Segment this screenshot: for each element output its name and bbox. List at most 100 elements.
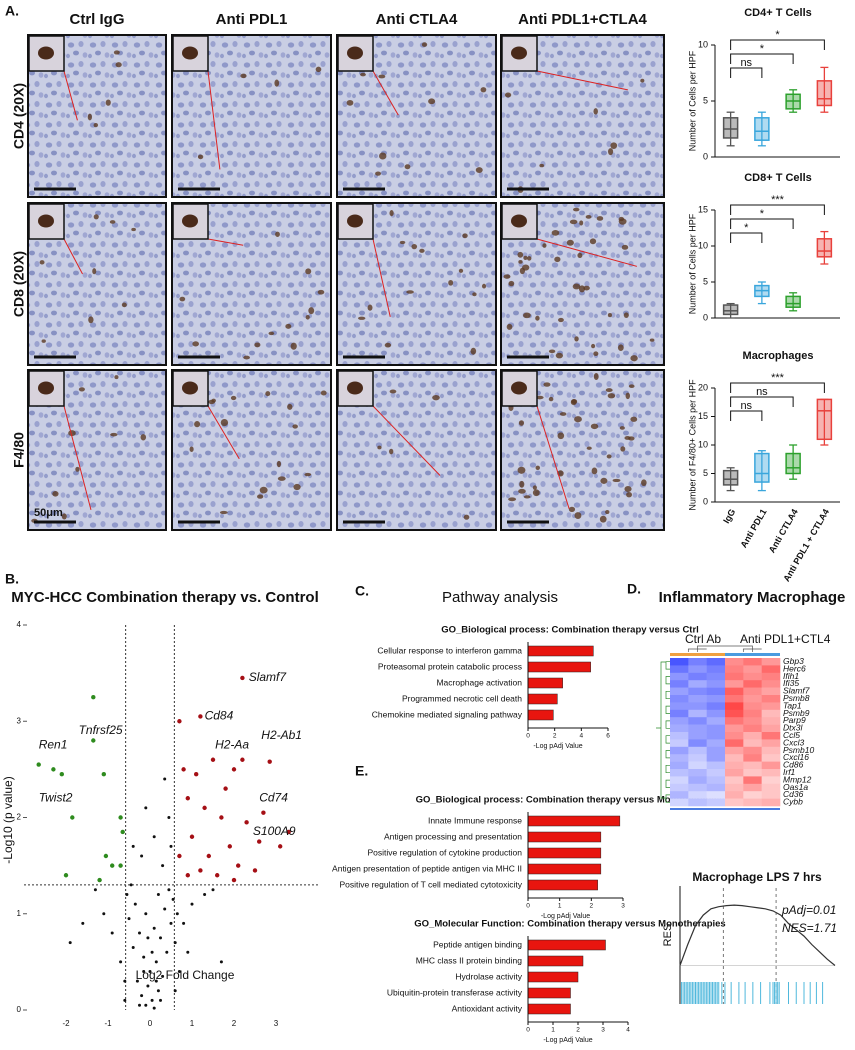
stained-cell xyxy=(624,486,632,492)
gene-label: S100A9 xyxy=(253,824,296,838)
stained-cell xyxy=(590,423,599,430)
point xyxy=(118,863,123,868)
point xyxy=(219,815,224,820)
bar xyxy=(527,645,594,657)
box xyxy=(754,117,770,141)
point xyxy=(185,873,190,878)
box xyxy=(816,80,833,107)
micrograph-border xyxy=(336,202,497,366)
stained-cell xyxy=(41,339,46,343)
heatmap-cell xyxy=(688,746,707,755)
point xyxy=(211,888,215,892)
stained-cell xyxy=(375,171,382,176)
category-label: Cellular response to interferon gamma xyxy=(377,645,522,655)
heatmap-cell xyxy=(725,783,744,792)
x-tick-label: 0 xyxy=(148,1019,153,1028)
stained-cell xyxy=(591,467,598,475)
column-header: Anti PDL1 xyxy=(216,11,288,28)
heatmap-cell xyxy=(743,783,762,792)
y-tick-label: 5 xyxy=(703,276,708,286)
heatmap-cell xyxy=(761,761,781,770)
y-axis-label: RES xyxy=(662,924,674,947)
stained-cell xyxy=(605,388,613,393)
stained-cell xyxy=(626,492,632,498)
heatmap-cell xyxy=(761,769,781,777)
stained-cell xyxy=(389,389,397,394)
heatmap-cell xyxy=(743,717,762,725)
zoom-line xyxy=(63,238,83,275)
y-axis-label: -Log10 (p value) xyxy=(1,776,15,863)
heatmap-cell xyxy=(670,709,689,718)
heatmap-cell xyxy=(761,798,781,807)
y-tick-label: 15 xyxy=(698,204,708,214)
heatmap-cell xyxy=(725,754,744,762)
bar xyxy=(527,677,563,689)
x-tick-label: 0 xyxy=(526,1027,530,1034)
x-tick-label: 2 xyxy=(553,733,557,740)
panel-label: D. xyxy=(627,581,641,597)
bar xyxy=(527,987,571,999)
point xyxy=(131,844,135,848)
box xyxy=(722,117,739,139)
significance-label: ns xyxy=(756,386,768,398)
heatmap-cell xyxy=(743,754,762,762)
heatmap-cell xyxy=(688,672,707,681)
group-bar xyxy=(725,653,780,656)
x-tick-label: Anti PDL1 xyxy=(738,507,768,549)
heatmap-cell xyxy=(743,658,762,666)
heatmap-cell xyxy=(725,724,744,733)
point xyxy=(227,844,232,849)
bar xyxy=(527,879,598,891)
panel-label: E. xyxy=(355,763,368,779)
heatmap-cell xyxy=(743,776,762,785)
point xyxy=(144,912,148,916)
heatmap-cell xyxy=(688,724,707,733)
heatmap-cell xyxy=(743,695,762,703)
point xyxy=(70,815,75,820)
heatmap-cell xyxy=(688,739,707,748)
stained-cell xyxy=(192,341,200,347)
y-tick-label: 3 xyxy=(17,716,22,725)
x-tick-label: 1 xyxy=(190,1019,195,1028)
stained-cell xyxy=(384,342,392,348)
point xyxy=(182,921,186,925)
point xyxy=(261,810,266,815)
bar xyxy=(527,863,602,875)
row-label: Psmb8 xyxy=(783,693,810,703)
point xyxy=(123,979,127,983)
point xyxy=(110,931,114,935)
point xyxy=(278,844,283,849)
point xyxy=(163,907,167,911)
stained-cell xyxy=(566,239,574,246)
heatmap-cell xyxy=(688,702,707,711)
heatmap-cell xyxy=(761,776,781,785)
significance-bracket xyxy=(730,218,794,229)
stained-cell xyxy=(243,355,250,360)
significance-label: ns xyxy=(740,400,752,412)
category-label: Positive regulation of cytokine producti… xyxy=(367,847,522,857)
heatmap-cell xyxy=(725,776,744,785)
point xyxy=(177,853,182,859)
stained-cell xyxy=(628,436,635,441)
stained-cell xyxy=(304,472,312,477)
point xyxy=(142,970,146,973)
significance-bracket xyxy=(730,232,763,243)
stained-cell xyxy=(535,315,540,321)
point xyxy=(177,970,181,973)
heatmap-cell xyxy=(761,791,781,799)
stained-cell xyxy=(517,251,524,258)
inset-cell xyxy=(347,46,363,60)
stained-cell xyxy=(578,285,586,293)
stained-cell xyxy=(522,312,531,319)
gene-label: H2-Aa xyxy=(215,737,249,751)
category-label: Chemokine mediated signaling pathway xyxy=(372,709,523,719)
x-tick-label: -2 xyxy=(62,1019,70,1028)
significance-bracket xyxy=(730,67,763,78)
stained-cell xyxy=(179,296,186,302)
row-label: Cxcl16 xyxy=(783,752,809,762)
category-label: Hydrolase activity xyxy=(455,971,522,981)
point xyxy=(110,863,115,868)
significance-bracket xyxy=(730,204,825,215)
stained-cell xyxy=(93,123,99,128)
point xyxy=(125,893,129,896)
